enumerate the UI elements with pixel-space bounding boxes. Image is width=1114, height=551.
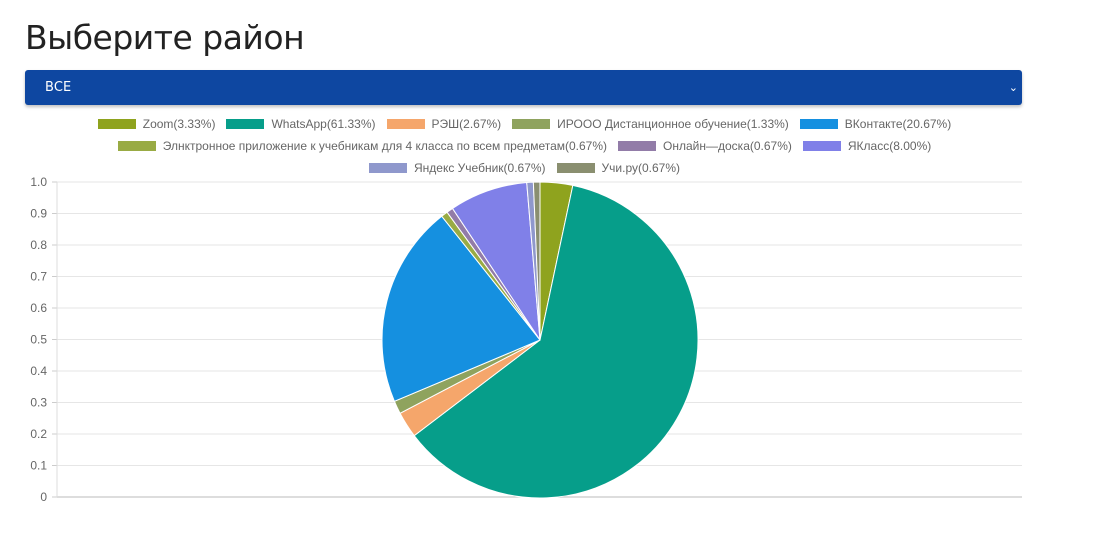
legend-label: Zoom(3.33%) (142, 117, 216, 131)
legend-label: Онлайн—доска(0.67%) (663, 139, 792, 153)
pie-slice (413, 184, 699, 499)
y-tick-label: 0.1 (30, 459, 47, 473)
pie-slice (381, 215, 541, 403)
legend-label: WhatsApp(61.33%) (271, 117, 376, 131)
legend-item[interactable]: Учи.ру(0.67%) (555, 161, 681, 175)
legend-item[interactable]: ВКонтакте(20.67%) (798, 117, 952, 131)
legend-item[interactable]: Zoom(3.33%) (96, 117, 216, 131)
legend-label: ВКонтакте(20.67%) (844, 117, 952, 131)
legend-swatch (96, 118, 137, 130)
legend-label: Учи.ру(0.67%) (601, 161, 681, 175)
page-title: Выберите район (25, 18, 305, 57)
y-tick-label: 0.7 (30, 270, 47, 284)
chevron-down-icon: ⌄ (1008, 81, 1018, 94)
legend-swatch (511, 118, 552, 130)
legend-item[interactable]: РЭШ(2.67%) (385, 117, 502, 131)
legend-swatch (555, 162, 596, 174)
legend-swatch (798, 118, 839, 130)
y-tick-label: 1.0 (30, 175, 47, 189)
district-select-value: ВСЕ (45, 80, 72, 95)
district-select[interactable]: ВСЕ ⌄ (25, 70, 1022, 105)
legend-label: ЯКласс(8.00%) (847, 139, 932, 153)
legend-item[interactable]: Элнктронное приложение к учебникам для 4… (116, 139, 608, 153)
y-tick-label: 0.3 (30, 396, 47, 410)
y-tick-label: 0.5 (30, 333, 47, 347)
legend-label: Элнктронное приложение к учебникам для 4… (162, 139, 608, 153)
y-tick-label: 0.2 (30, 427, 47, 441)
legend-swatch (801, 140, 842, 152)
legend-label: Яндекс Учебник(0.67%) (413, 161, 546, 175)
y-tick-label: 0.9 (30, 207, 47, 221)
y-tick-label: 0.8 (30, 238, 47, 252)
legend-swatch (385, 118, 426, 130)
legend-item[interactable]: Яндекс Учебник(0.67%) (367, 161, 546, 175)
legend-swatch (225, 118, 266, 130)
y-tick-label: 0 (40, 490, 47, 504)
y-tick-label: 0.6 (30, 301, 47, 315)
legend-item[interactable]: ЯКласс(8.00%) (801, 139, 932, 153)
legend-swatch (116, 140, 157, 152)
legend-item[interactable]: Онлайн—доска(0.67%) (617, 139, 792, 153)
y-tick-label: 0.4 (30, 364, 47, 378)
legend-swatch (367, 162, 408, 174)
legend-item[interactable]: ИРООО Дистанционное обучение(1.33%) (511, 117, 789, 131)
legend-label: РЭШ(2.67%) (431, 117, 502, 131)
legend-swatch (617, 140, 658, 152)
legend-item[interactable]: WhatsApp(61.33%) (225, 117, 376, 131)
legend-label: ИРООО Дистанционное обучение(1.33%) (557, 117, 789, 131)
pie-slice (532, 181, 541, 341)
chart-legend: Zoom(3.33%) WhatsApp(61.33%) РЭШ(2.67%) ИРО… (0, 113, 1048, 179)
